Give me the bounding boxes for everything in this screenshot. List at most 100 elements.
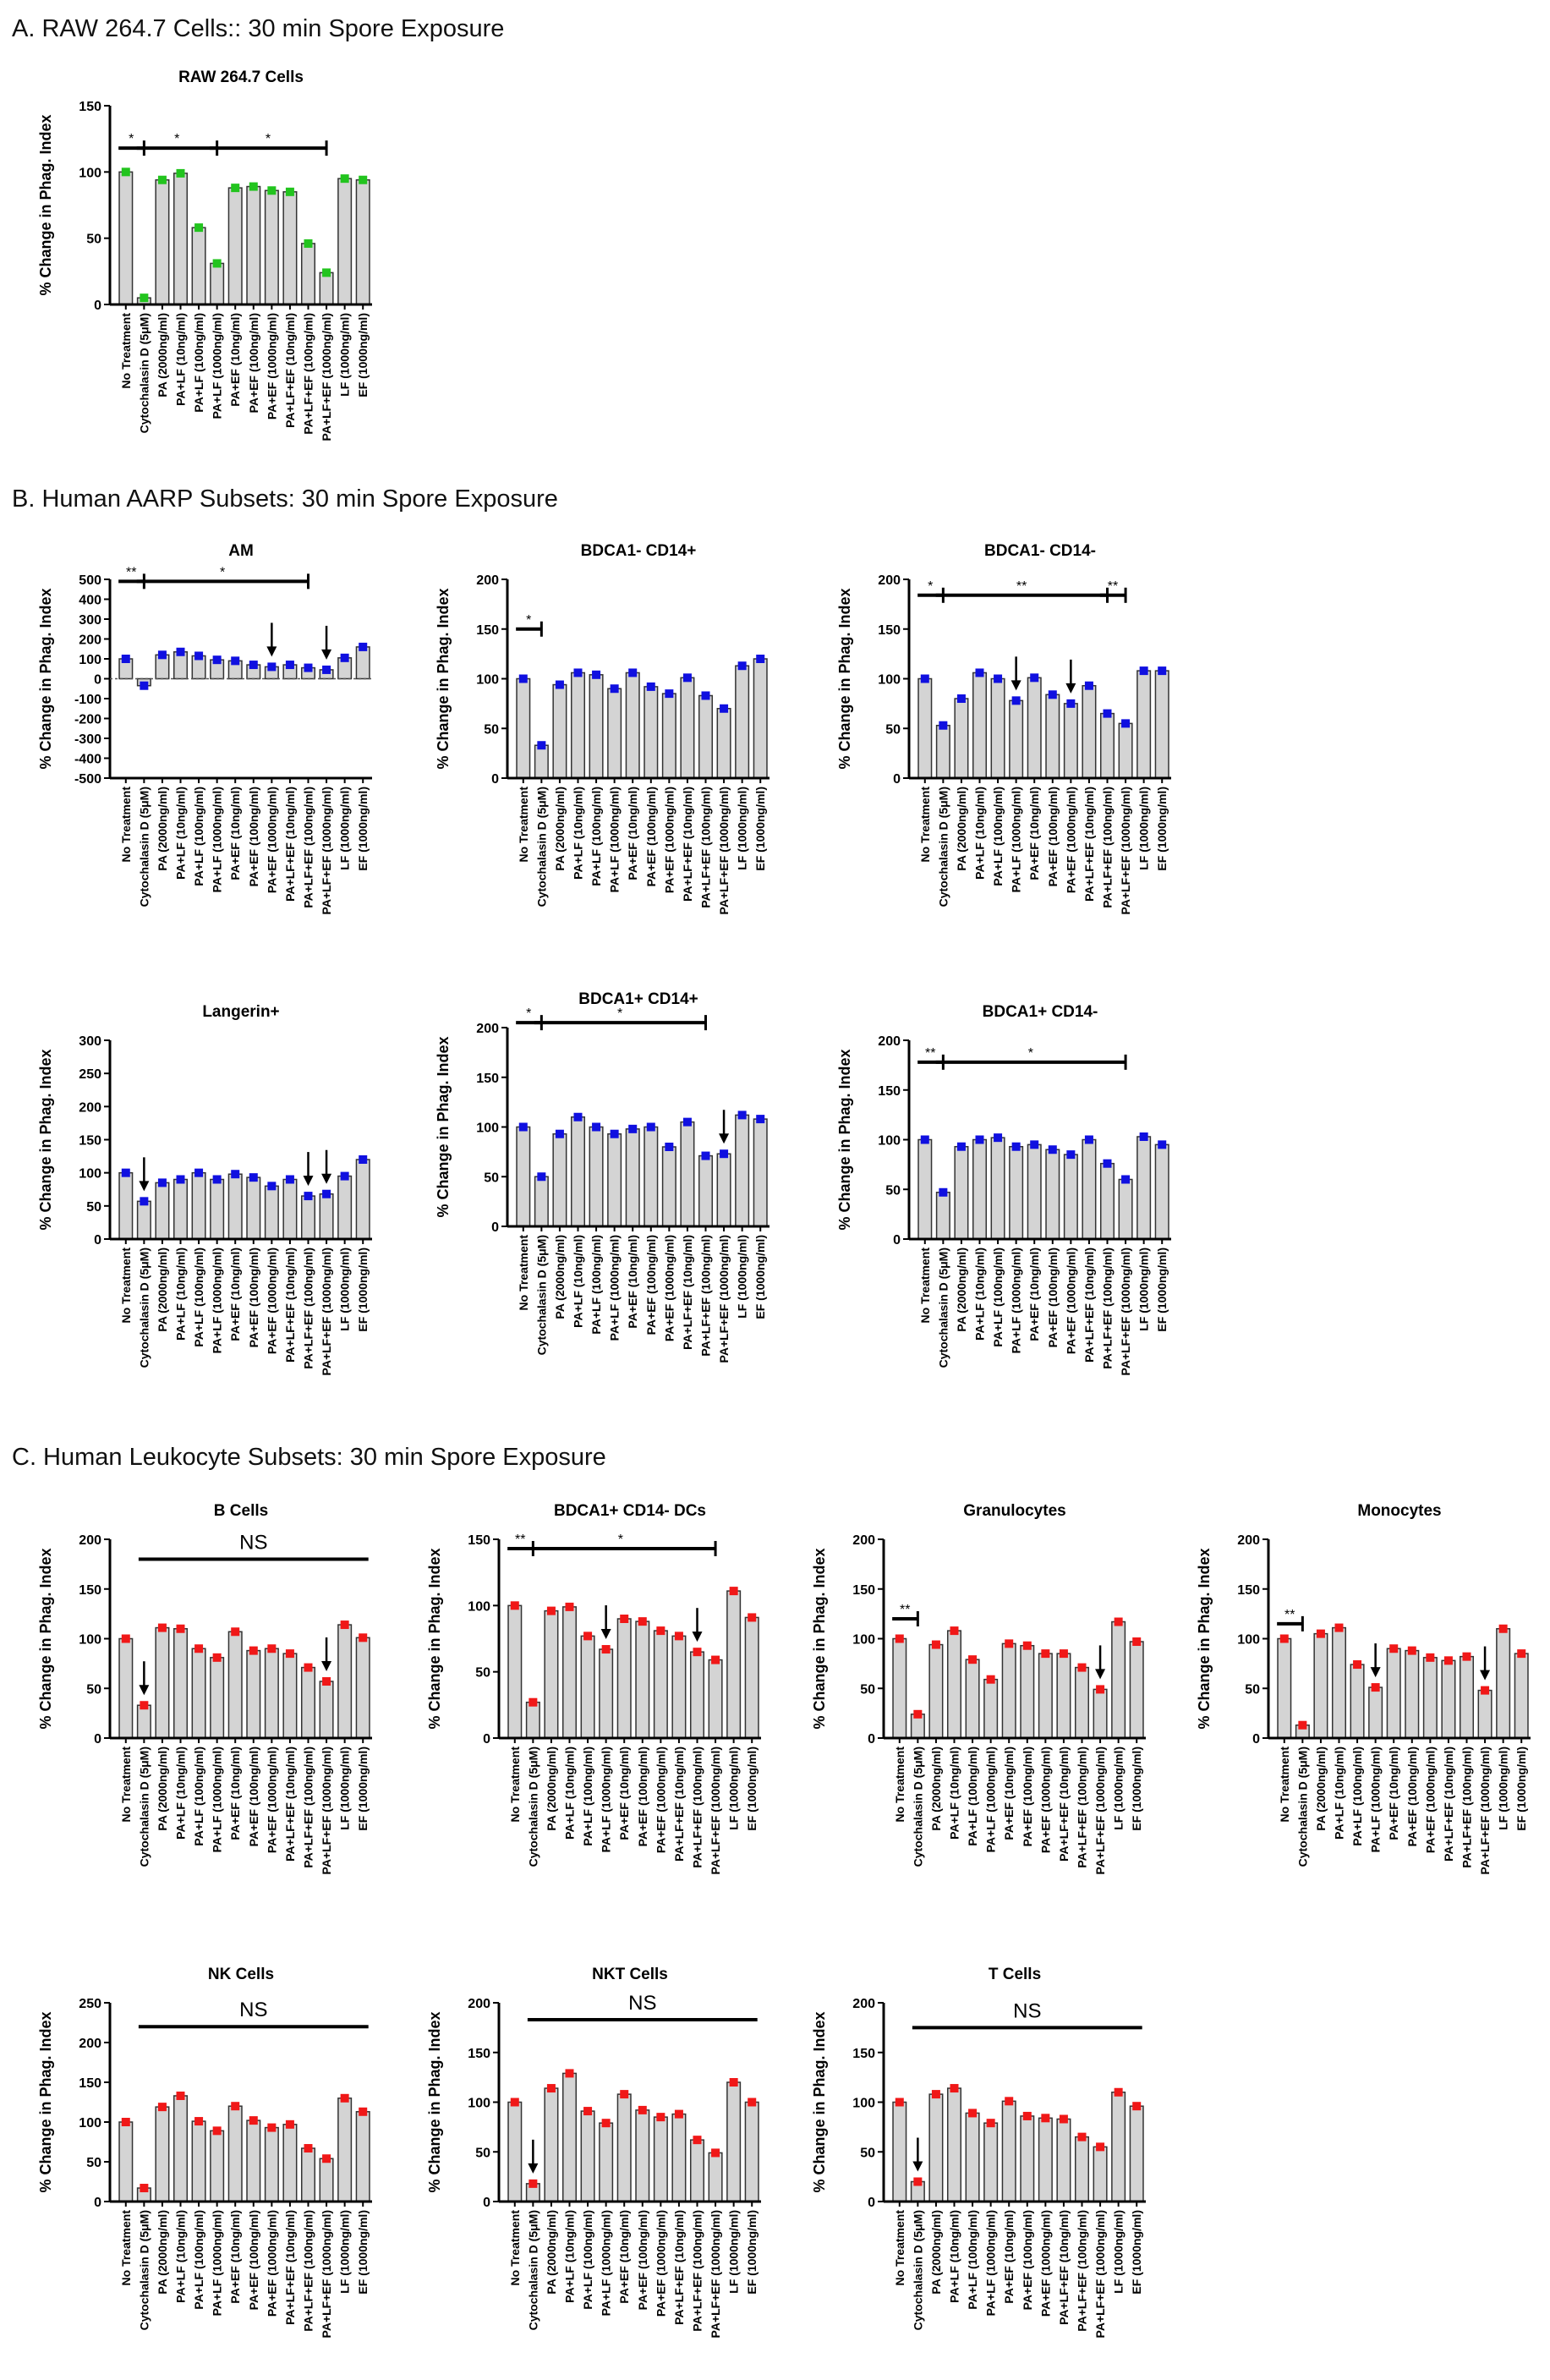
x-tick-label: No Treatment: [517, 787, 530, 863]
x-tick-label: PA (2000ng/ml): [1314, 1747, 1328, 1831]
x-tick-label: PA+EF (1000ng/ml): [265, 2210, 278, 2317]
x-tick-label: PA+LF+EF (1000ng/ml): [320, 2210, 333, 2338]
data-marker: [1298, 1720, 1307, 1730]
x-tick-label: EF (1000ng/ml): [356, 787, 370, 871]
y-tick-label: -200: [74, 713, 101, 727]
data-marker: [646, 1122, 655, 1132]
bar: [355, 2111, 370, 2202]
bar: [928, 1643, 944, 1739]
bar: [227, 1631, 243, 1739]
y-tick-label: 0: [893, 1233, 901, 1248]
chart-title: Langerin+: [202, 1003, 279, 1021]
bar: [173, 1628, 189, 1739]
bar: [155, 1626, 170, 1739]
data-marker: [140, 1197, 149, 1206]
data-marker: [359, 175, 368, 184]
bar: [1136, 670, 1152, 779]
data-marker: [565, 1602, 574, 1611]
data-marker: [1443, 1656, 1453, 1665]
data-marker: [1121, 719, 1131, 728]
x-tick-label: Cytochalasin D (5μM): [911, 2210, 924, 2330]
data-marker: [573, 668, 583, 677]
data-marker: [1077, 2132, 1087, 2141]
data-marker: [231, 1627, 240, 1637]
x-tick-label: PA+LF (1000ng/ml): [1369, 1747, 1383, 1852]
chart-langerin: Langerin+ % Change in Phag. Index 0 50 100 15…: [25, 998, 381, 1408]
data-marker: [1462, 1652, 1471, 1661]
chart-monocytes: Monocytes % Change in Phag. Index 0 50 100 15…: [1184, 1497, 1539, 1907]
data-marker: [267, 662, 277, 672]
y-tick-label: 300: [79, 1034, 101, 1049]
data-marker: [895, 1634, 904, 1643]
x-tick-label: EF (1000ng/ml): [753, 787, 767, 871]
x-tick-label: EF (1000ng/ml): [1155, 1248, 1169, 1332]
bar: [1074, 1666, 1090, 1739]
bar: [552, 1132, 567, 1227]
x-tick-label: No Treatment: [893, 2210, 906, 2286]
y-tick-label: 100: [852, 1633, 875, 1648]
data-marker: [711, 1655, 720, 1664]
x-tick-label: PA+EF (10ng/ml): [228, 313, 242, 407]
data-marker: [701, 1151, 710, 1160]
x-tick-label: Cytochalasin D (5μM): [911, 1747, 924, 1867]
x-tick-label: EF (1000ng/ml): [745, 1747, 759, 1831]
data-marker: [322, 1189, 331, 1198]
bar: [716, 1153, 731, 1227]
chart-title: BDCA1- CD14+: [581, 542, 697, 560]
x-tick-label: PA+EF (1000ng/ml): [654, 2210, 667, 2317]
y-axis-label: % Change in Phag. Index: [1196, 1548, 1213, 1729]
data-marker: [285, 2120, 294, 2129]
bar: [726, 1590, 742, 1739]
bar: [671, 1635, 687, 1739]
y-tick-label: 100: [79, 2116, 101, 2130]
x-tick-label: PA+LF (1000ng/ml): [608, 787, 622, 892]
bar: [319, 2158, 334, 2202]
significance-label: NS: [628, 1992, 656, 2015]
y-tick-label: 50: [475, 2146, 490, 2160]
data-marker: [194, 1644, 204, 1653]
x-tick-label: PA+LF+EF (100ng/ml): [302, 2210, 315, 2332]
data-marker: [121, 2118, 130, 2126]
significance-label: *: [174, 132, 179, 146]
y-tick-label: 250: [79, 1997, 101, 2011]
x-tick-label: PA+LF+EF (1000ng/ml): [320, 787, 333, 914]
data-marker: [1371, 1683, 1380, 1692]
x-tick-label: PA+LF+EF (100ng/ml): [1101, 1248, 1115, 1369]
data-marker: [231, 1170, 240, 1179]
bar: [1009, 1145, 1024, 1240]
y-axis-label: % Change in Phag. Index: [426, 1548, 443, 1729]
x-tick-label: PA+LF+EF (100ng/ml): [1076, 2210, 1089, 2332]
arrow-down-icon: [1370, 1667, 1381, 1678]
data-marker: [1048, 690, 1057, 699]
arrow-down-icon: [1065, 683, 1076, 694]
data-marker: [322, 1677, 331, 1686]
bar: [264, 1648, 279, 1739]
bar: [990, 1137, 1005, 1240]
data-marker: [285, 661, 294, 670]
arrow-down-icon: [139, 1181, 150, 1192]
x-tick-label: PA+LF (1000ng/ml): [211, 2210, 224, 2316]
bar: [118, 1171, 134, 1240]
x-tick-label: PA+LF+EF (10ng/ml): [283, 2210, 297, 2325]
bar: [1038, 2117, 1053, 2202]
data-marker: [711, 2148, 720, 2158]
bar: [589, 674, 604, 779]
y-tick-label: 0: [483, 2196, 490, 2210]
y-axis-label: % Change in Phag. Index: [37, 588, 54, 769]
arrow-down-icon: [139, 1685, 150, 1696]
significance-label: **: [1016, 579, 1027, 594]
data-marker: [510, 2098, 519, 2107]
data-marker: [267, 186, 277, 195]
y-tick-label: 50: [86, 1682, 101, 1697]
y-tick-label: 100: [852, 2097, 875, 2111]
x-tick-label: PA+LF+EF (100ng/ml): [302, 787, 315, 908]
data-marker: [628, 668, 638, 677]
x-tick-label: PA+LF+EF (1000ng/ml): [1119, 1248, 1132, 1375]
data-marker: [1316, 1629, 1325, 1638]
x-tick-label: EF (1000ng/ml): [356, 313, 370, 398]
bar: [355, 1159, 370, 1240]
data-marker: [285, 187, 294, 196]
x-tick-label: PA+EF (100ng/ml): [636, 1747, 649, 1846]
bar: [1111, 2092, 1126, 2202]
bar: [698, 1154, 714, 1227]
